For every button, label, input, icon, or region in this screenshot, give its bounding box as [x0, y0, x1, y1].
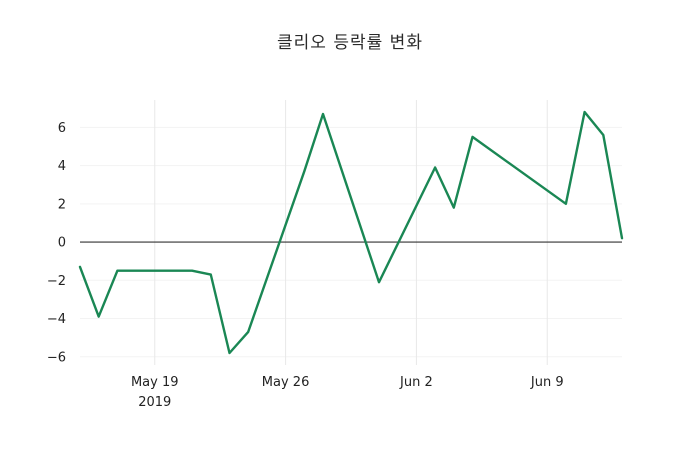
y-tick-label: −2	[47, 274, 66, 289]
y-tick-label: −6	[47, 350, 66, 365]
chart-title: 클리오 등락률 변화	[277, 33, 423, 53]
y-tick-label: 4	[58, 159, 66, 174]
y-tick-label: −4	[47, 312, 66, 327]
x-tick-sublabel: 2019	[138, 395, 171, 410]
x-tick-label: Jun 2	[399, 375, 433, 390]
y-tick-label: 0	[58, 236, 66, 251]
y-tick-label: 2	[58, 197, 66, 212]
y-tick-label: 6	[58, 121, 66, 136]
x-tick-label: May 19	[131, 375, 179, 390]
x-tick-label: May 26	[262, 375, 310, 390]
x-tick-label: Jun 9	[530, 375, 564, 390]
series-line	[78, 110, 624, 355]
